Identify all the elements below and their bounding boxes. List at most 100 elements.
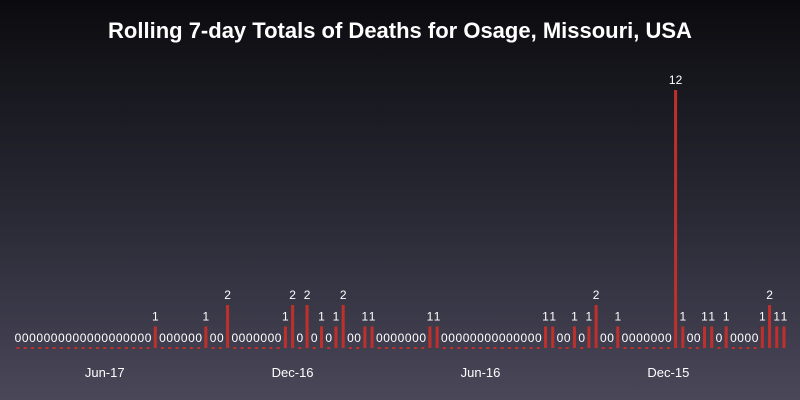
bar [486,347,490,349]
data-label: 0 [383,331,390,345]
data-label: 0 [752,331,759,345]
bar [659,347,663,349]
data-label: 0 [398,331,405,345]
bar [421,347,425,349]
bar [291,305,295,348]
data-label: 0 [557,331,564,345]
data-label: 0 [716,331,723,345]
bar [377,347,381,349]
bar [189,347,193,349]
bar [739,347,743,349]
data-label: 0 [745,331,752,345]
data-label: 2 [304,288,311,302]
bar [262,347,266,349]
data-label: 1 [333,310,340,324]
bar [334,326,338,348]
data-label: 0 [737,331,744,345]
data-label: 0 [94,331,101,345]
bar [95,347,99,349]
data-label: 0 [354,331,361,345]
bar [601,347,605,349]
bar [67,347,71,349]
data-label: 0 [629,331,636,345]
bar [515,347,519,349]
data-label: 0 [463,331,470,345]
data-label: 0 [528,331,535,345]
data-label: 0 [390,331,397,345]
bar [233,347,237,349]
bar [572,326,576,348]
bar [298,347,302,349]
bar [645,347,649,349]
bar [81,347,85,349]
bar [182,347,186,349]
bar [666,347,670,349]
bar [609,347,613,349]
data-label: 0 [65,331,72,345]
bar [782,326,786,348]
bar [457,347,461,349]
bar [211,347,215,349]
bar [153,326,157,348]
bar [565,347,569,349]
data-label: 2 [766,288,773,302]
data-label: 0 [123,331,130,345]
data-label: 0 [477,331,484,345]
bar [500,347,504,349]
bar [385,347,389,349]
bar [710,326,714,348]
bar [746,347,750,349]
data-label: 1 [542,310,549,324]
data-label: 0 [217,331,224,345]
bar [753,347,757,349]
data-label: 0 [564,331,571,345]
bar [529,347,533,349]
data-label: 1 [586,310,593,324]
bar [594,305,598,348]
bar [305,305,309,348]
bar [551,326,555,348]
data-label: 0 [188,331,195,345]
data-label: 0 [506,331,513,345]
data-label: 0 [651,331,658,345]
data-label: 1 [549,310,556,324]
data-label: 0 [109,331,116,345]
bar [558,347,562,349]
data-label: 0 [29,331,36,345]
bar [74,347,78,349]
data-label: 1 [318,310,325,324]
data-label: 0 [296,331,303,345]
data-label: 0 [80,331,87,345]
data-label: 0 [253,331,260,345]
data-label: 0 [159,331,166,345]
data-label: 0 [210,331,217,345]
data-label: 0 [311,331,318,345]
data-label: 1 [434,310,441,324]
x-tick-label: Dec-15 [647,365,689,380]
bar [312,347,316,349]
bar [392,347,396,349]
data-label: 1 [152,310,159,324]
data-label: 2 [289,288,296,302]
data-label: 0 [376,331,383,345]
data-label: 0 [412,331,419,345]
bar [493,347,497,349]
bar [30,347,34,349]
data-label: 0 [578,331,585,345]
bar [768,305,772,348]
data-label: 1 [427,310,434,324]
bar [363,326,367,348]
data-label: 1 [701,310,708,324]
bar [38,347,42,349]
data-label: 0 [636,331,643,345]
bar [276,347,280,349]
bar [218,347,222,349]
bar [226,305,230,348]
data-label: 0 [730,331,737,345]
data-label: 0 [470,331,477,345]
bar [623,347,627,349]
data-label: 0 [275,331,282,345]
bar [435,326,439,348]
data-label: 0 [665,331,672,345]
